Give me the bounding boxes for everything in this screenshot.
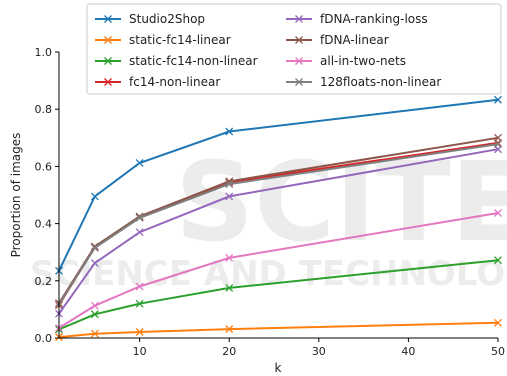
y-ticks: 0.0 0.2 0.4 0.6 0.8 1.0 (35, 46, 59, 345)
axes (58, 52, 498, 339)
data-point (90, 192, 99, 201)
y-tick-label: 0.0 (35, 332, 53, 345)
legend-label: Studio2Shop (129, 12, 205, 26)
legend-label: static-fc14-linear (129, 33, 231, 47)
watermark: SCITE SCIENCE AND TECHNOLOGY (30, 138, 507, 294)
legend-label: static-fc14-non-linear (129, 54, 258, 68)
watermark-middle: SCIENCE AND TECHNOLOGY (30, 254, 507, 294)
legend-marker (295, 15, 303, 23)
y-tick-label: 0.8 (35, 103, 53, 116)
x-tick-label: 50 (491, 345, 505, 358)
legend-marker (295, 57, 303, 65)
data-point (225, 253, 234, 262)
legend-item: fDNA-ranking-loss (286, 12, 428, 26)
data-point (90, 243, 99, 252)
data-point (494, 209, 502, 217)
data-point (90, 310, 99, 319)
series-line (58, 321, 499, 339)
legend-item: all-in-two-nets (286, 54, 406, 68)
data-point (494, 133, 502, 142)
series-static-fc14-non-linear (55, 256, 502, 334)
series-static-fc14-linear (55, 318, 502, 342)
legend-label: 128floats-non-linear (320, 75, 441, 89)
x-axis-label: k (275, 361, 282, 375)
data-point (135, 282, 144, 291)
legend-item: static-fc14-linear (95, 33, 231, 47)
data-point (135, 299, 144, 308)
data-point (494, 256, 502, 265)
y-tick-label: 0.4 (35, 218, 53, 231)
data-point (135, 213, 144, 222)
data-point (135, 159, 144, 167)
plot-area (55, 95, 502, 342)
data-point (225, 192, 234, 201)
data-point (494, 318, 502, 327)
data-point (135, 328, 144, 336)
y-tick-label: 0.6 (35, 160, 53, 173)
data-point (494, 140, 502, 149)
x-tick-label: 40 (401, 345, 415, 358)
legend-label: fDNA-ranking-loss (320, 12, 428, 26)
data-point (225, 325, 234, 334)
watermark-top: SCITE (175, 138, 507, 266)
data-point (90, 329, 99, 338)
data-point (225, 283, 234, 292)
legend-item: fDNA-linear (286, 33, 389, 47)
legend-marker (104, 36, 112, 44)
legend-label: fc14-non-linear (129, 75, 220, 89)
legend-marker (104, 78, 112, 86)
legend-label: all-in-two-nets (320, 54, 406, 68)
data-point (90, 259, 99, 268)
series-Studio2Shop (55, 95, 502, 275)
legend-marker (104, 57, 112, 65)
data-point (90, 301, 99, 310)
y-tick-label: 1.0 (35, 46, 53, 59)
legend-item: Studio2Shop (95, 12, 205, 26)
data-point (135, 228, 144, 237)
y-tick-label: 0.2 (35, 275, 53, 288)
legend-label: fDNA-linear (320, 33, 389, 47)
legend-marker (295, 78, 303, 86)
legend-item: fc14-non-linear (95, 75, 220, 89)
data-point (225, 127, 234, 136)
data-point (90, 242, 99, 251)
data-point (225, 180, 234, 189)
legend-item: static-fc14-non-linear (95, 54, 258, 68)
y-axis-label: Proportion of images (9, 133, 23, 258)
x-ticks: 10 20 30 40 50 (133, 338, 505, 358)
legend: Studio2Shop static-fc14-linear static-fc14… (86, 3, 502, 95)
series-all-in-two-nets (55, 209, 502, 332)
data-point (494, 95, 502, 104)
legend-marker (295, 36, 303, 44)
legend-box (86, 3, 502, 95)
legend-marker (104, 15, 112, 23)
x-tick-label: 30 (312, 345, 326, 358)
x-tick-label: 20 (222, 345, 236, 358)
x-tick-label: 10 (133, 345, 147, 358)
series-128floats-non-linear (55, 140, 502, 309)
legend-item: 128floats-non-linear (286, 75, 441, 89)
